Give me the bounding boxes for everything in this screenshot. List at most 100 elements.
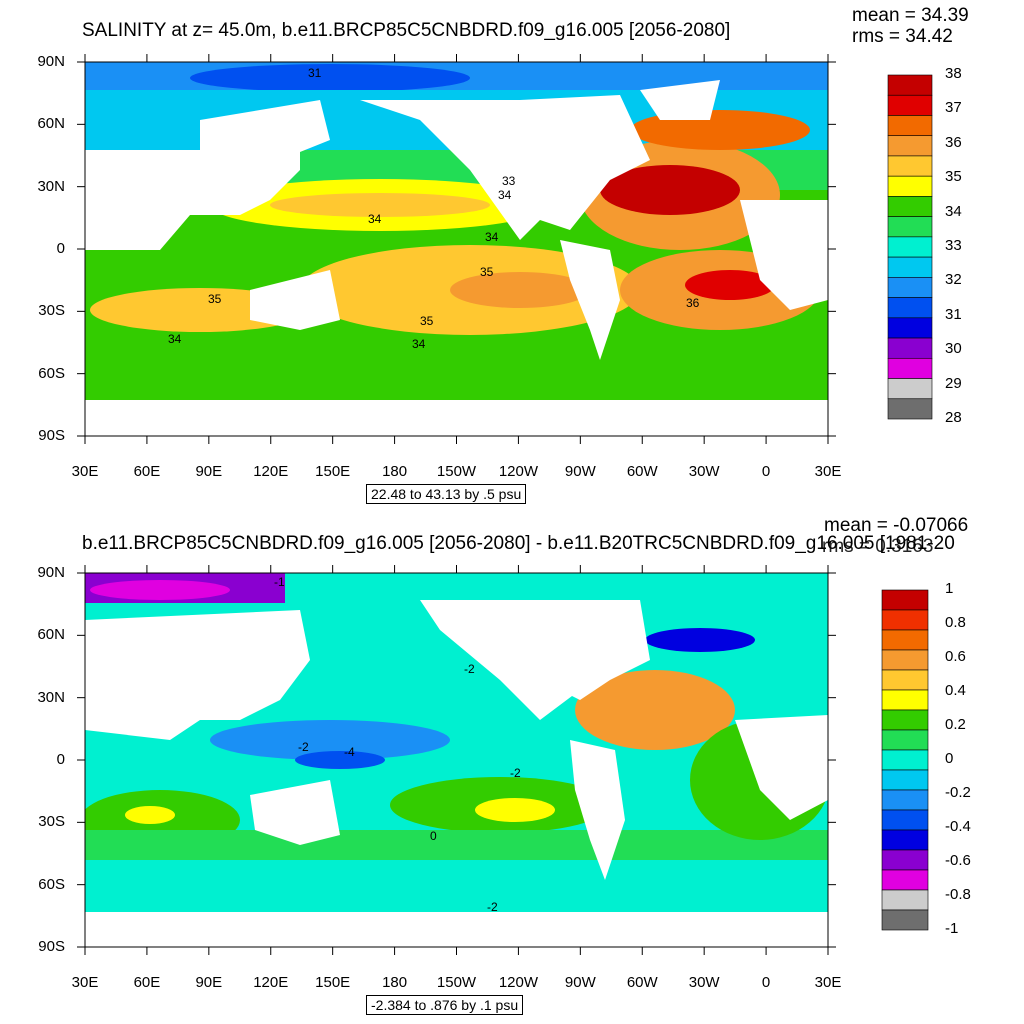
top-lat-label: 90N [37, 53, 65, 70]
bottom-contour-label: 0 [430, 829, 437, 843]
top-colorbar-box [887, 216, 933, 238]
top-lat-label: 30S [38, 302, 65, 320]
top-land-greenland [640, 80, 720, 120]
bottom-natl-orange [575, 670, 735, 750]
top-salinity-field [85, 62, 828, 436]
top-rms-text: rms = 34.42 [852, 26, 953, 47]
bottom-contour-label: -2 [464, 662, 475, 676]
bottom-colorbar-box [881, 909, 929, 931]
top-land-samerica [560, 240, 620, 360]
top-lon-label: 150W [436, 463, 477, 480]
top-contour-label: 34 [498, 188, 512, 202]
bottom-colorbar-box [881, 849, 929, 871]
top-contour-label: 31 [308, 66, 322, 80]
top-colorbar-box [887, 236, 933, 258]
bottom-lon-label: 150W [436, 974, 477, 991]
top-land-asia [85, 150, 300, 250]
top-lat-label: 60N [37, 115, 65, 133]
top-npac-core [270, 193, 490, 217]
top-range-box: 22.48 to 43.13 by .5 psu [366, 484, 527, 504]
bottom-lat-label: 30S [38, 813, 65, 831]
bottom-land-australia [250, 780, 340, 845]
bottom-lat-label: 60S [38, 875, 65, 893]
top-lon-label: 90E [195, 463, 223, 480]
bottom-panel-title: b.e11.BRCP85C5CNBDRD.f09_g16.005 [2056-2… [82, 533, 955, 554]
top-contour-label: 35 [420, 314, 434, 328]
top-satl-core [685, 270, 775, 300]
bottom-lat-label: 90N [37, 564, 65, 581]
bottom-contour-label: -2 [510, 766, 521, 780]
bottom-lon-label: 60W [626, 974, 658, 991]
bottom-lon-label: 90W [564, 974, 596, 991]
bottom-colorbar-label: 1 [945, 580, 954, 597]
bottom-colorbar-label: -0.6 [945, 852, 971, 869]
top-colorbar-box [887, 135, 933, 157]
top-colorbar-box [887, 277, 933, 298]
top-land-siberia [200, 100, 330, 160]
bottom-lon-label: 0 [761, 974, 771, 991]
bottom-colorbar-box [881, 889, 929, 911]
bottom-south-band [85, 830, 828, 860]
top-colorbar-box [887, 378, 933, 400]
top-colorbar-label: 30 [945, 340, 962, 358]
bottom-land-namerica-east [560, 600, 650, 700]
top-colorbar-label: 38 [945, 65, 962, 82]
bottom-colorbar-box [881, 669, 929, 691]
bottom-range-box: -2.384 to .876 by .1 psu [366, 995, 524, 1015]
top-contour-label: 34 [485, 230, 499, 244]
bottom-colorbar-label: 0.4 [945, 682, 966, 699]
top-lon-label: 30W [688, 463, 720, 480]
bottom-lon-label: 30W [688, 974, 720, 991]
bottom-lon-label: 150E [315, 974, 351, 991]
top-colorbar-box [887, 155, 933, 177]
bottom-wpac-core [295, 751, 385, 769]
top-lon-label: 90W [564, 463, 596, 480]
top-lat-label: 30N [37, 177, 65, 195]
bottom-contour-label: -2 [487, 900, 498, 914]
top-colorbar-label: 36 [945, 133, 962, 151]
top-colorbar-box [887, 115, 933, 137]
top-colorbar-box [887, 74, 933, 96]
bottom-rms-text: rms = 0.3163 [822, 536, 934, 557]
top-colorbar-box [887, 256, 933, 278]
bottom-colorbar-box [881, 689, 929, 711]
bottom-contour-label: -2 [298, 740, 309, 754]
top-colorbar-label: 32 [945, 271, 962, 289]
top-colorbar-box [887, 297, 933, 319]
bottom-land-africa [735, 715, 828, 820]
top-colorbar-label: 37 [945, 99, 962, 117]
top-land-namerica [520, 95, 650, 230]
bottom-colorbar-box [881, 649, 929, 671]
top-panel-title: SALINITY at z= 45.0m, b.e11.BRCP85C5CNBD… [82, 20, 731, 41]
bottom-colorbar-box [881, 629, 929, 651]
bottom-lon-label: 30E [814, 974, 842, 991]
bottom-colorbar-box [881, 829, 929, 851]
top-lon-label: 60E [133, 463, 161, 480]
top-lat-label: 90S [38, 427, 65, 444]
top-contour-label: 33 [502, 174, 516, 188]
top-colorbar-box [887, 94, 933, 116]
bottom-colorbar-label: -0.2 [945, 784, 971, 801]
top-colorbar-box [887, 317, 933, 339]
bottom-colorbar-box [881, 769, 929, 791]
bottom-colorbar-label: -1 [945, 920, 959, 937]
bottom-colorbar-box [881, 709, 929, 731]
bottom-lon-label: 180 [382, 974, 408, 991]
top-nordic [630, 110, 810, 150]
bottom-colorbar-box [881, 729, 929, 751]
top-mean-text: mean = 34.39 [852, 5, 969, 26]
top-natl-core [600, 165, 740, 215]
bottom-indian-core [125, 806, 175, 824]
top-contour-label: 35 [208, 292, 222, 306]
bottom-lon-label: 90E [195, 974, 223, 991]
bottom-colorbar-box [881, 609, 929, 631]
bottom-lon-label: 30E [71, 974, 99, 991]
top-land-australia [250, 270, 340, 330]
bottom-colorbar-box [881, 749, 929, 771]
top-colorbar-box [887, 337, 933, 359]
bottom-lon-label: 120W [498, 974, 538, 991]
top-contour-label: 36 [686, 296, 700, 310]
bottom-lat-label: 0 [56, 751, 65, 768]
bottom-lat-label: 30N [37, 688, 65, 706]
bottom-lon-label: 60E [133, 974, 161, 991]
